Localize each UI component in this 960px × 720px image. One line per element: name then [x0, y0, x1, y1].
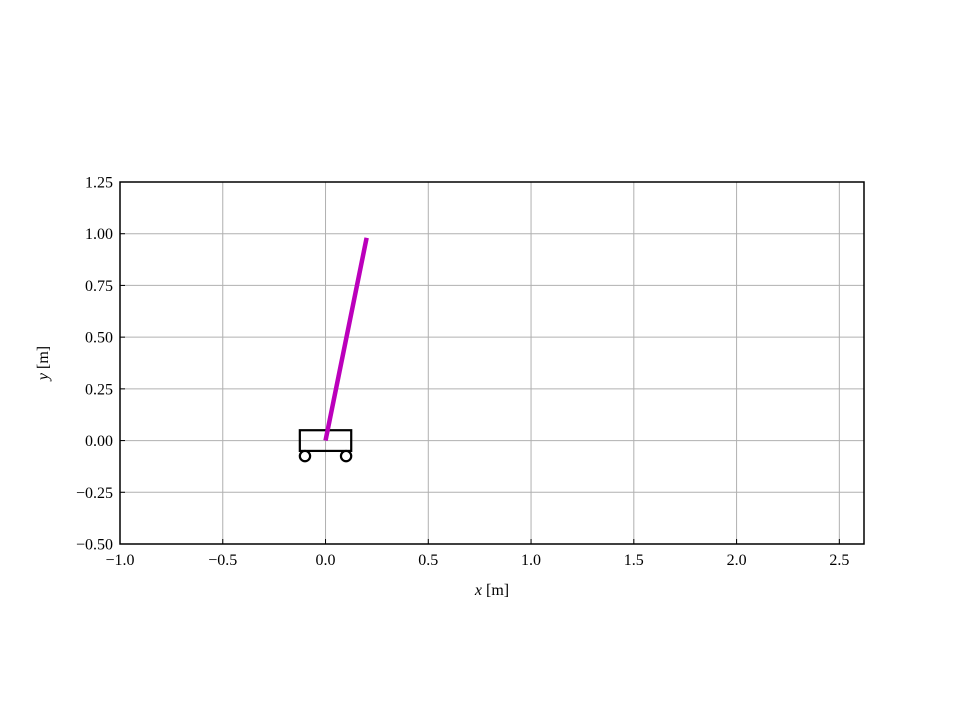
y-tick-label: −0.50 — [76, 537, 113, 554]
x-tick-label: 1.0 — [521, 552, 541, 569]
cart-wheel — [339, 449, 353, 463]
x-tick-label: 2.5 — [829, 552, 849, 569]
y-tick-label: 1.00 — [85, 226, 113, 243]
y-tick-label: 1.25 — [85, 175, 113, 192]
y-tick-label: −0.25 — [76, 485, 113, 502]
y-axis-label: y [m] — [35, 346, 52, 382]
x-axis-label: x [m] — [474, 582, 509, 599]
x-tick-label: 0.5 — [418, 552, 438, 569]
axis-ticks: −1.0 −0.5 0.0 0.5 1.0 1.5 2.0 2.5 −0.50 −0.25 0.00… — [76, 175, 849, 570]
y-tick-label: 0.50 — [85, 330, 113, 347]
x-tick-label: 1.5 — [624, 552, 644, 569]
y-axis-label-var: y — [35, 372, 52, 382]
y-tick-label: 0.25 — [85, 381, 113, 398]
axes-frame — [119, 181, 865, 545]
x-tick-label: −1.0 — [105, 552, 134, 569]
x-tick-label: 0.0 — [316, 552, 336, 569]
cart-wheel — [298, 449, 312, 463]
cart-pole-marks — [298, 237, 369, 463]
x-tick-label: −0.5 — [208, 552, 237, 569]
y-tick-label: 0.75 — [85, 278, 113, 295]
y-tick-label: 0.00 — [85, 433, 113, 450]
y-axis-label-unit: [m] — [35, 346, 52, 373]
grid — [119, 181, 864, 545]
x-axis-label-var: x — [474, 582, 482, 599]
pendulum-rod — [323, 237, 369, 442]
x-axis-label-unit: [m] — [482, 582, 509, 599]
x-tick-label: 2.0 — [727, 552, 747, 569]
